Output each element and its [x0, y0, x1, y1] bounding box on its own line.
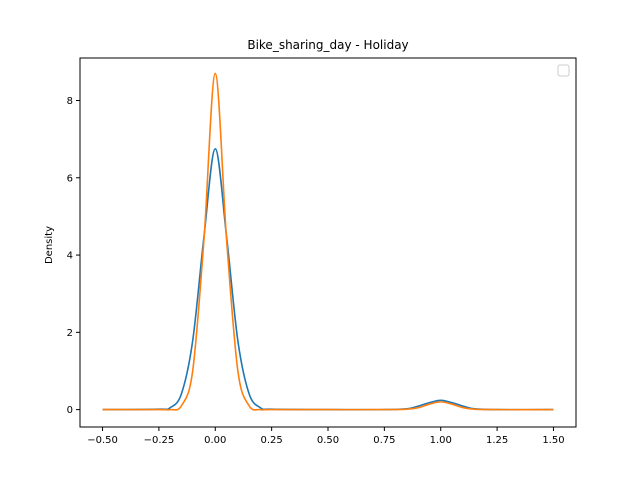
axes-frame: [79, 57, 577, 428]
x-tick-label: 1.50: [542, 435, 564, 446]
series-line-2: [102, 72, 554, 411]
x-tick-label: 0.50: [317, 435, 339, 446]
x-tick-label: −0.25: [144, 435, 175, 446]
x-tick-label: −0.50: [87, 435, 118, 446]
y-tick-label: 8: [67, 96, 73, 107]
y-tick-label: 0: [67, 405, 73, 416]
x-axis: −0.50 −0.25 0.00 0.25 0.50 0.75 1.00 1.25 1.50: [87, 427, 565, 446]
x-tick-label: 1.25: [486, 435, 508, 446]
y-axis-label: Density: [44, 226, 55, 264]
x-tick-label: 1.00: [430, 435, 452, 446]
y-tick-label: 4: [67, 251, 73, 262]
y-axis: 0 2 4 6 8: [67, 96, 80, 416]
legend-box: [557, 64, 570, 77]
y-tick-label: 2: [67, 328, 73, 339]
x-tick-label: 0.00: [204, 435, 226, 446]
plot-area: [102, 72, 554, 411]
y-tick-label: 6: [67, 173, 73, 184]
x-tick-label: 0.75: [373, 435, 395, 446]
x-tick-label: 0.25: [261, 435, 283, 446]
chart-title: Bike_sharing_day - Holiday: [247, 38, 408, 52]
